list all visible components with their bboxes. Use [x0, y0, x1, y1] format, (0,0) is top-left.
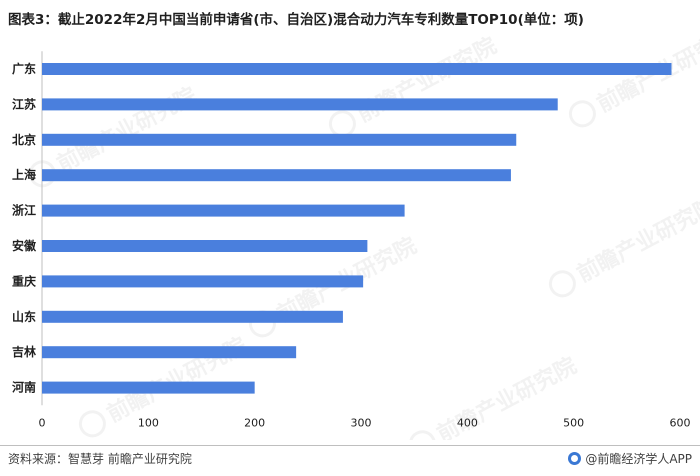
bar-10 [42, 381, 255, 394]
bar-3 [42, 133, 517, 146]
y-tick-label: 河南 [11, 380, 36, 395]
x-tick-label: 200 [244, 416, 265, 429]
brand-label: @前瞻经济学人APP [585, 452, 692, 466]
source-note: 资料来源：智慧芽 前瞻产业研究院 [8, 452, 192, 466]
y-tick-label: 吉林 [12, 344, 36, 359]
chart-title: 图表3：截止2022年2月中国当前申请省(市、自治区)混合动力汽车专利数量TOP… [8, 12, 584, 28]
y-tick-label: 安徽 [12, 238, 37, 253]
x-tick-label: 600 [670, 416, 691, 429]
y-tick-label: 北京 [12, 132, 36, 147]
y-tick-label: 山东 [12, 309, 36, 324]
x-tick-label: 100 [138, 416, 159, 429]
bar-8 [42, 310, 343, 323]
x-tick-label: 300 [351, 416, 372, 429]
bar-5 [42, 204, 405, 217]
x-tick-label: 0 [39, 416, 46, 429]
bar-4 [42, 169, 511, 182]
brand-logo-icon [568, 452, 582, 465]
y-tick-label: 上海 [12, 167, 36, 182]
y-tick-label: 广东 [12, 61, 36, 76]
x-tick-label: 400 [457, 416, 478, 429]
bar-9 [42, 346, 297, 359]
y-tick-label: 浙江 [12, 203, 36, 218]
bar-2 [42, 98, 558, 111]
y-tick-label: 重庆 [12, 273, 36, 288]
bar-7 [42, 275, 364, 288]
brand-credit: @前瞻经济学人APP [568, 450, 692, 467]
footer-divider [0, 445, 700, 446]
x-tick-label: 500 [563, 416, 584, 429]
bar-1 [42, 63, 672, 75]
bar-6 [42, 240, 368, 252]
y-tick-label: 江苏 [12, 96, 36, 111]
